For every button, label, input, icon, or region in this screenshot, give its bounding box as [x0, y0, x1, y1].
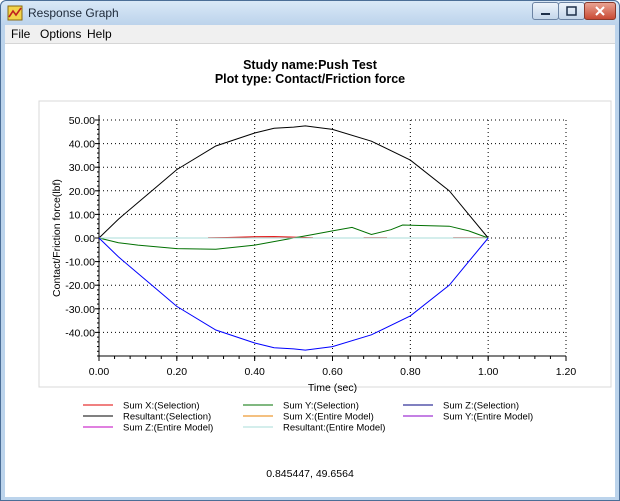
x-axis-label: Time (sec): [308, 382, 357, 394]
chart-subtitle: Plot type: Contact/Friction force: [214, 72, 406, 86]
y-tick-label: -40.00: [65, 327, 95, 339]
series-line-8: [98, 237, 489, 351]
legend-label: Sum Y:(Entire Model): [443, 412, 533, 423]
legend-label: Resultant:(Selection): [123, 412, 211, 423]
series-line-3: [98, 125, 489, 239]
menu-bar: File Options Help: [5, 25, 615, 43]
menu-file[interactable]: File: [11, 27, 31, 41]
x-tick-label: 0.80: [400, 366, 421, 378]
tick-labels: 50.00 40.00 30.00 20.00 10.00 0.00 -10.00 -20.0…: [65, 115, 576, 378]
y-tick-label: -20.00: [65, 280, 95, 292]
y-axis-label: Contact/Friction force(lbf): [51, 179, 63, 297]
plot-frame: [38, 100, 612, 388]
close-icon: [595, 6, 605, 16]
series-line-1: [98, 224, 489, 250]
legend-label: Resultant:(Entire Model): [283, 423, 385, 434]
legend-label: Sum Y:(Selection): [283, 401, 359, 412]
y-tick-label: 40.00: [69, 139, 95, 151]
menu-options[interactable]: Options: [40, 27, 82, 41]
y-tick-label: 0.00: [75, 233, 96, 245]
cursor-readout: 0.845447, 49.6564: [266, 468, 354, 480]
y-tick-label: -30.00: [65, 304, 95, 316]
x-tick-label: 1.20: [556, 366, 577, 378]
y-tick-label: 20.00: [69, 186, 95, 198]
x-tick-label: 0.40: [244, 366, 265, 378]
minimize-icon: [541, 13, 550, 15]
y-tick-label: 10.00: [69, 209, 95, 221]
response-chart[interactable]: 50.00 40.00 30.00 20.00 10.00 0.00 -10.00 -20.0…: [5, 44, 615, 454]
chart-title: Study name:Push Test: [243, 58, 377, 72]
y-tick-label: 50.00: [69, 115, 95, 127]
legend-label: Sum X:(Selection): [123, 401, 200, 412]
y-tick-label: -10.00: [65, 257, 95, 269]
x-tick-label: 0.60: [322, 366, 343, 378]
legend: Sum X:(Selection) Sum Y:(Selection) Sum Z:…: [83, 401, 533, 434]
app-icon: [7, 5, 23, 21]
x-tick-label: 0.20: [167, 366, 188, 378]
close-button[interactable]: [584, 2, 616, 20]
menu-help[interactable]: Help: [87, 27, 112, 41]
maximize-icon: [566, 6, 577, 16]
x-tick-label: 1.00: [478, 366, 499, 378]
minimize-button[interactable]: [532, 2, 559, 20]
window-title: Response Graph: [28, 6, 119, 20]
graph-area: Study name:Push Test Plot type: Contact/…: [5, 43, 615, 497]
legend-label: Sum Z:(Entire Model): [123, 423, 213, 434]
legend-label: Sum Z:(Selection): [443, 401, 519, 412]
axes: [95, 115, 567, 361]
title-bar: Response Graph: [1, 1, 619, 25]
series-group: [98, 125, 489, 351]
y-tick-label: 30.00: [69, 162, 95, 174]
maximize-button[interactable]: [558, 2, 585, 20]
x-tick-label: 0.00: [89, 366, 110, 378]
legend-label: Sum X:(Entire Model): [283, 412, 374, 423]
